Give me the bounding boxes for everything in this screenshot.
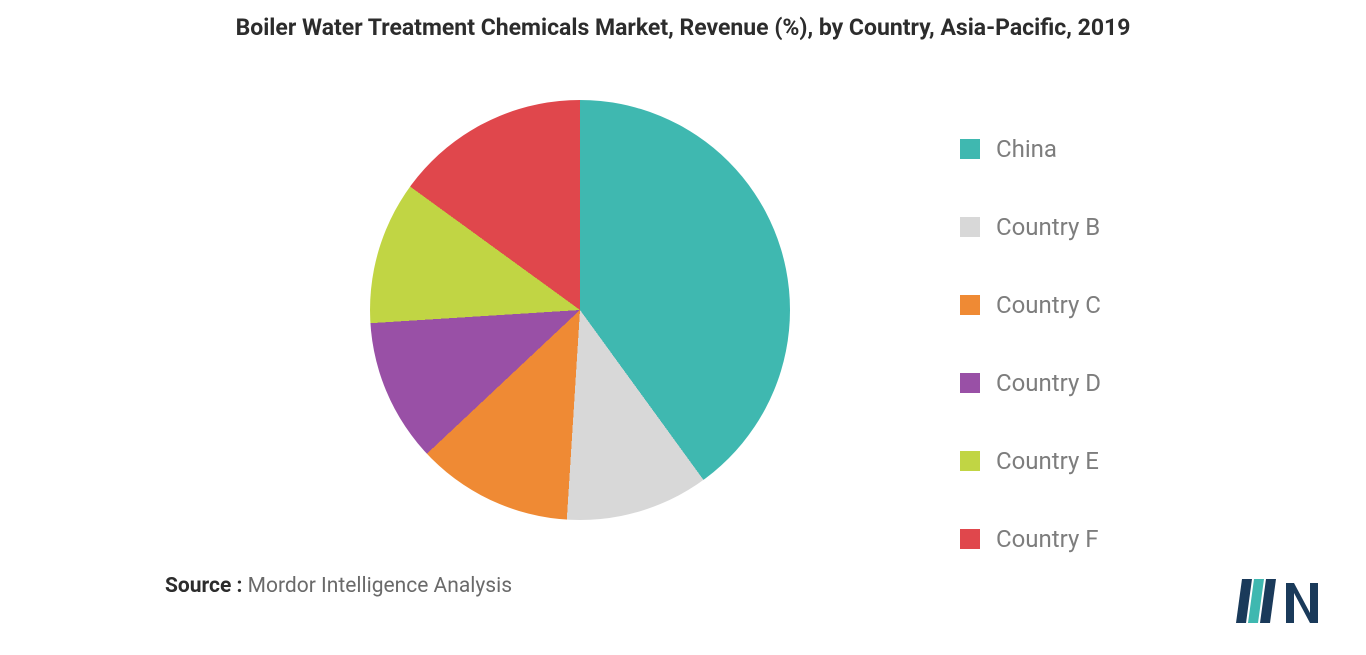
legend-item: Country D <box>960 369 1101 397</box>
legend-item: Country E <box>960 447 1101 475</box>
legend-item: Country C <box>960 291 1101 319</box>
legend-label: Country D <box>996 369 1101 397</box>
legend-label: Country B <box>996 213 1100 241</box>
legend-swatch <box>960 451 980 471</box>
legend-label: Country E <box>996 447 1099 475</box>
legend-item: China <box>960 135 1101 163</box>
legend-label: Country F <box>996 525 1099 553</box>
legend-swatch <box>960 529 980 549</box>
legend-swatch <box>960 139 980 159</box>
source-label: Source : <box>165 574 242 598</box>
pie-chart <box>370 100 790 520</box>
legend-item: Country F <box>960 525 1101 553</box>
brand-logo <box>1236 575 1326 625</box>
pie-graphic <box>370 100 790 520</box>
legend-swatch <box>960 295 980 315</box>
legend-swatch <box>960 373 980 393</box>
legend: China Country B Country C Country D Country … <box>960 135 1101 553</box>
legend-label: Country C <box>996 291 1101 319</box>
source-text: Mordor Intelligence Analysis <box>242 574 512 598</box>
legend-swatch <box>960 217 980 237</box>
legend-item: Country B <box>960 213 1101 241</box>
chart-title: Boiler Water Treatment Chemicals Market,… <box>0 14 1366 41</box>
source-line: Source : Mordor Intelligence Analysis <box>165 574 512 598</box>
chart-area: China Country B Country C Country D Country … <box>0 70 1366 540</box>
logo-icon <box>1236 575 1326 625</box>
legend-label: China <box>996 135 1057 163</box>
